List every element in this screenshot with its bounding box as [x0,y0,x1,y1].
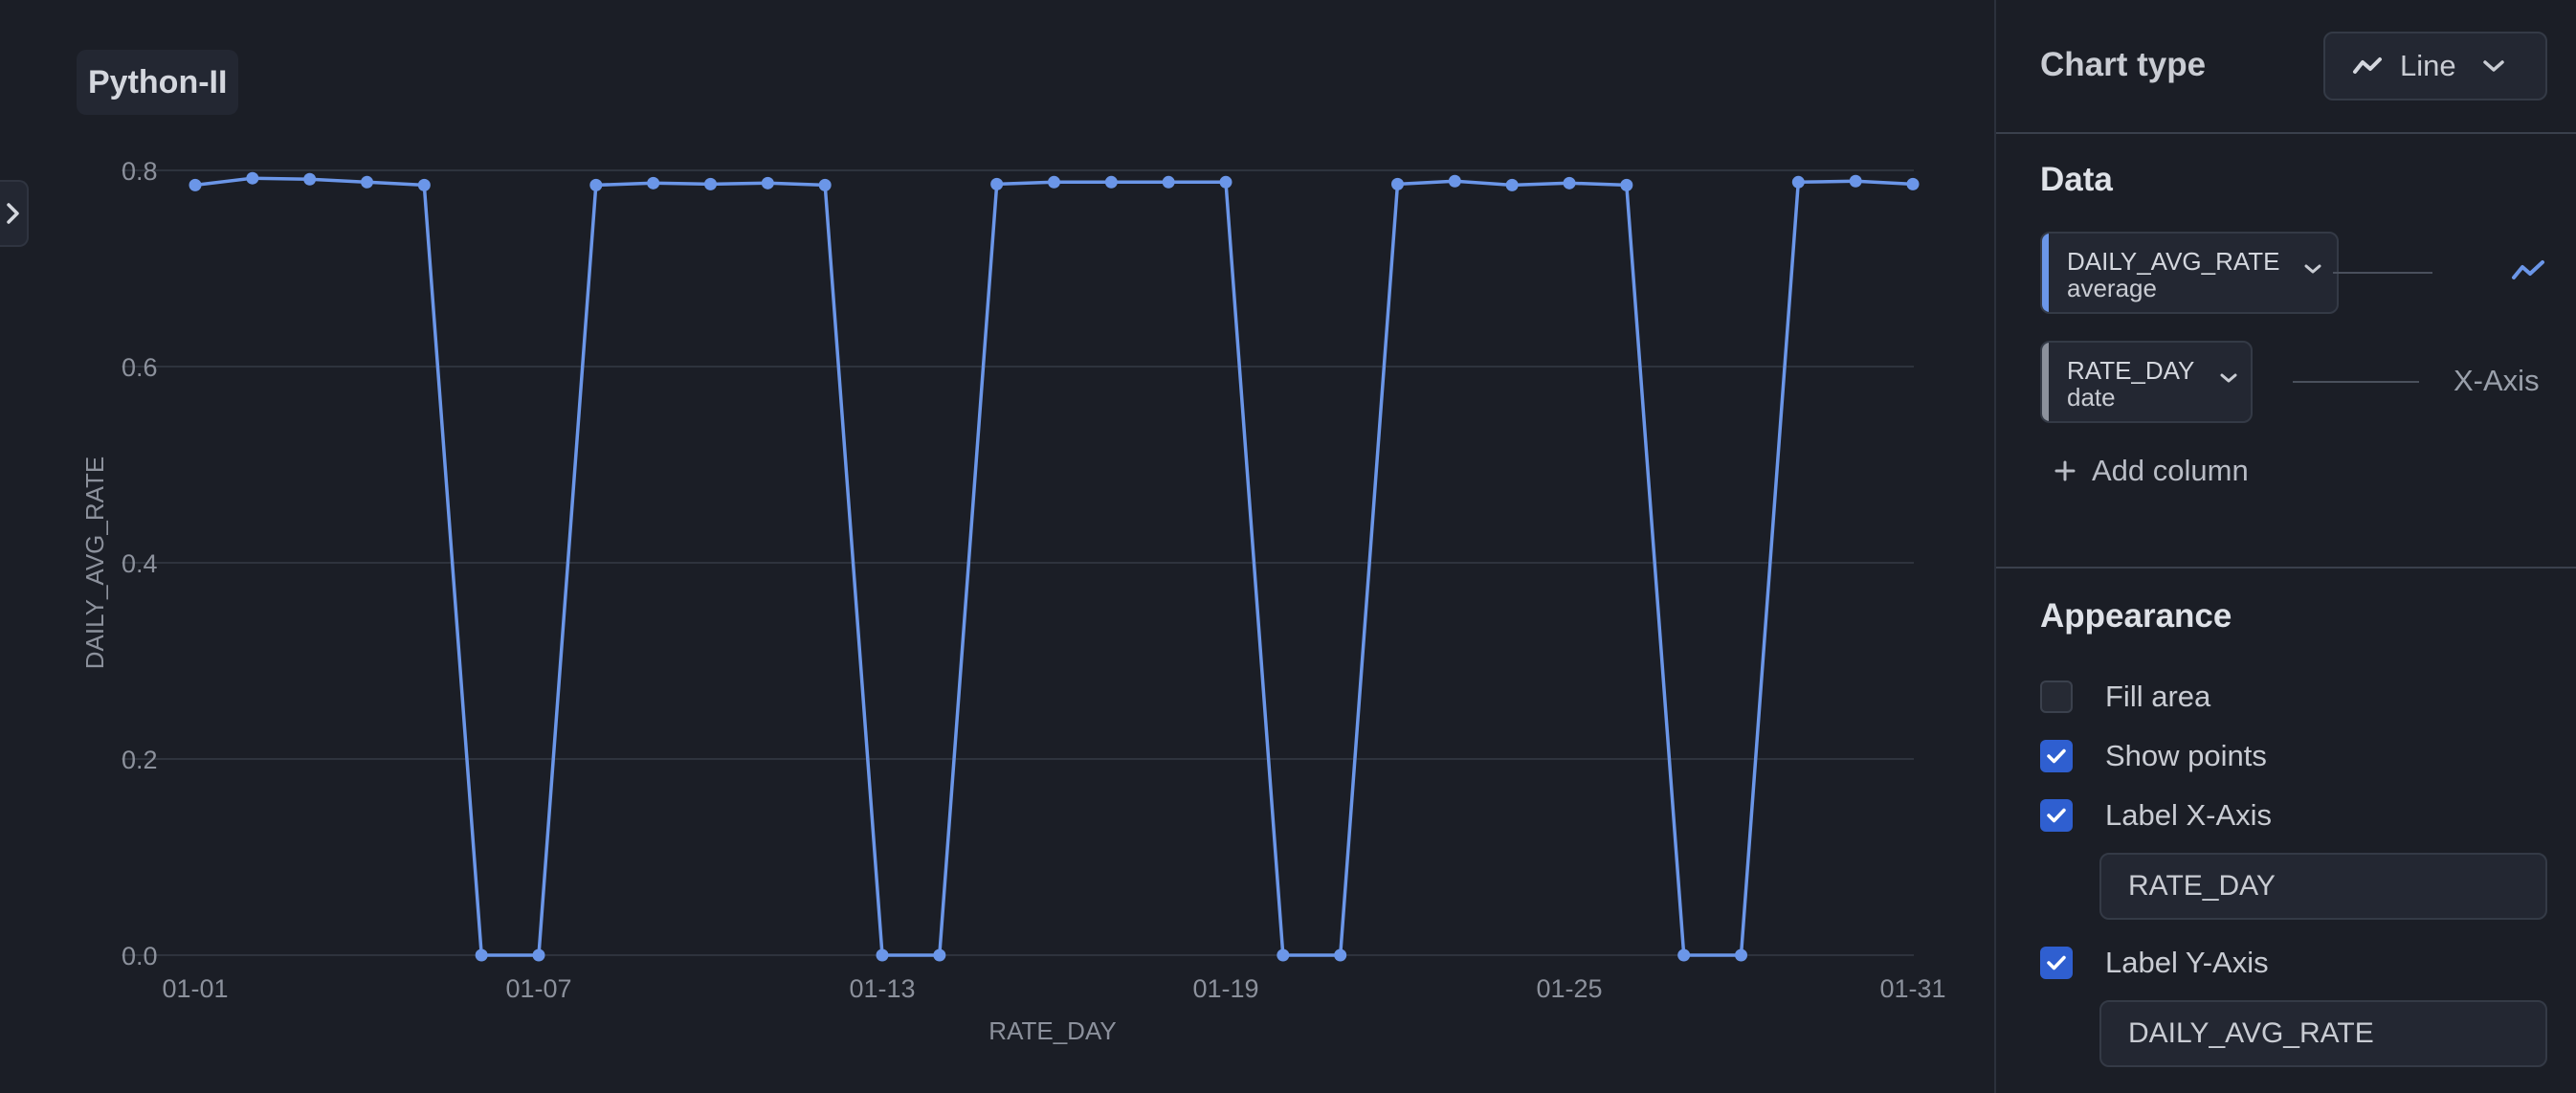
label-x-axis-label: Label X-Axis [2105,798,2273,832]
x-column-accent [2042,343,2049,421]
y-column-aggregation: average [2067,274,2157,302]
data-point [1735,948,1747,962]
chevron-down-icon[interactable] [2302,262,2323,276]
chart-area: 0.0 0.2 0.4 0.6 0.8 01-01 01-07 01-13 01-19 01-25… [0,50,1946,1045]
fill-area-option[interactable]: Fill area [2040,680,2210,714]
section-divider [1996,132,2576,134]
label-x-axis-checkbox[interactable] [2040,799,2073,832]
data-point [1849,174,1862,188]
y-tick-label: 0.6 [122,353,158,382]
data-point [1104,175,1118,189]
y-column-accent [2042,234,2049,312]
data-heading: Data [2040,161,2113,198]
data-point [303,172,317,186]
series-line [194,176,1914,957]
data-point [647,176,660,190]
data-point [189,178,202,191]
data-point [1505,178,1519,191]
x-column-name: RATE_DAY [2067,356,2195,385]
data-point [1048,175,1060,189]
show-points-label: Show points [2105,739,2267,772]
show-points-checkbox[interactable] [2040,740,2073,772]
data-point [246,171,259,185]
plus-icon [2054,460,2076,481]
y-column-name: DAILY_AVG_RATE [2067,247,2280,276]
x-column-pill[interactable]: RATE_DAY date [2040,341,2253,423]
data-point [1906,177,1920,190]
data-point [761,176,774,190]
data-point [1334,948,1347,962]
checkmark-icon [2047,748,2066,764]
line-chart-icon [2353,57,2382,74]
y-axis-label-input[interactable] [2099,1000,2547,1067]
y-axis-title: DAILY_AVG_RATE [80,457,109,670]
x-tick-label: 01-13 [849,974,915,1003]
data-point [704,177,717,190]
data-point [1620,178,1633,191]
y-column-connector [2333,272,2432,274]
line-series-icon[interactable] [2511,258,2545,283]
data-point [1277,948,1290,962]
data-point [1391,177,1404,190]
y-tick-label: 0.4 [122,549,158,578]
chart-type-label: Chart type [2040,46,2207,83]
chart-title[interactable]: Python-II [77,50,239,115]
appearance-heading: Appearance [2040,597,2232,635]
add-column-label: Add column [2092,454,2249,487]
chevron-right-icon [7,203,19,224]
data-point [1677,948,1691,962]
data-point [532,948,545,962]
label-x-axis-option[interactable]: Label X-Axis [2040,798,2272,833]
x-tick-label: 01-31 [1879,974,1945,1003]
label-y-axis-option[interactable]: Label Y-Axis [2040,946,2269,980]
line-chart: 0.0 0.2 0.4 0.6 0.8 01-01 01-07 01-13 01-19 01-25… [80,157,1946,1045]
data-point [1219,175,1232,189]
data-point [589,178,603,191]
checkmark-icon [2047,808,2066,823]
data-point [990,177,1004,190]
data-point [475,948,488,962]
section-divider [1996,567,2576,569]
x-tick-label: 01-01 [162,974,228,1003]
data-point [1162,175,1175,189]
show-points-option[interactable]: Show points [2040,739,2267,773]
x-tick-label: 01-07 [505,974,571,1003]
chevron-down-icon [2482,60,2504,72]
data-point [933,948,946,962]
label-y-axis-checkbox[interactable] [2040,947,2073,979]
data-point [1563,176,1576,190]
x-column-aggregation: date [2067,383,2116,412]
x-tick-label: 01-25 [1536,974,1602,1003]
data-point [1448,174,1461,188]
y-tick-label: 0.2 [122,746,158,774]
y-tick-label: 0.0 [122,942,158,970]
data-point [417,178,431,191]
data-point [876,948,889,962]
data-point [818,178,832,191]
x-tick-label: 01-19 [1192,974,1258,1003]
x-axis-role-label: X-Axis [2454,364,2540,397]
chart-type-value: Line [2400,49,2456,82]
data-point [1791,175,1805,189]
x-axis-label-input[interactable] [2099,853,2547,920]
x-column-connector [2293,381,2419,383]
x-axis-title: RATE_DAY [988,1016,1116,1045]
chevron-down-icon[interactable] [2218,371,2239,385]
checkmark-icon [2047,955,2066,970]
fill-area-checkbox[interactable] [2040,680,2073,713]
add-column-button[interactable]: Add column [2054,454,2249,488]
y-column-pill[interactable]: DAILY_AVG_RATE average [2040,232,2339,314]
label-y-axis-label: Label Y-Axis [2105,946,2269,979]
chart-settings-panel: Chart type Line Data DAILY_AVG_RATE aver… [1994,0,2576,1093]
y-tick-label: 0.8 [122,157,158,186]
chart-type-select[interactable]: Line [2323,32,2547,100]
fill-area-label: Fill area [2105,680,2211,713]
data-point [361,175,373,189]
expand-sidebar-button[interactable] [0,180,29,247]
